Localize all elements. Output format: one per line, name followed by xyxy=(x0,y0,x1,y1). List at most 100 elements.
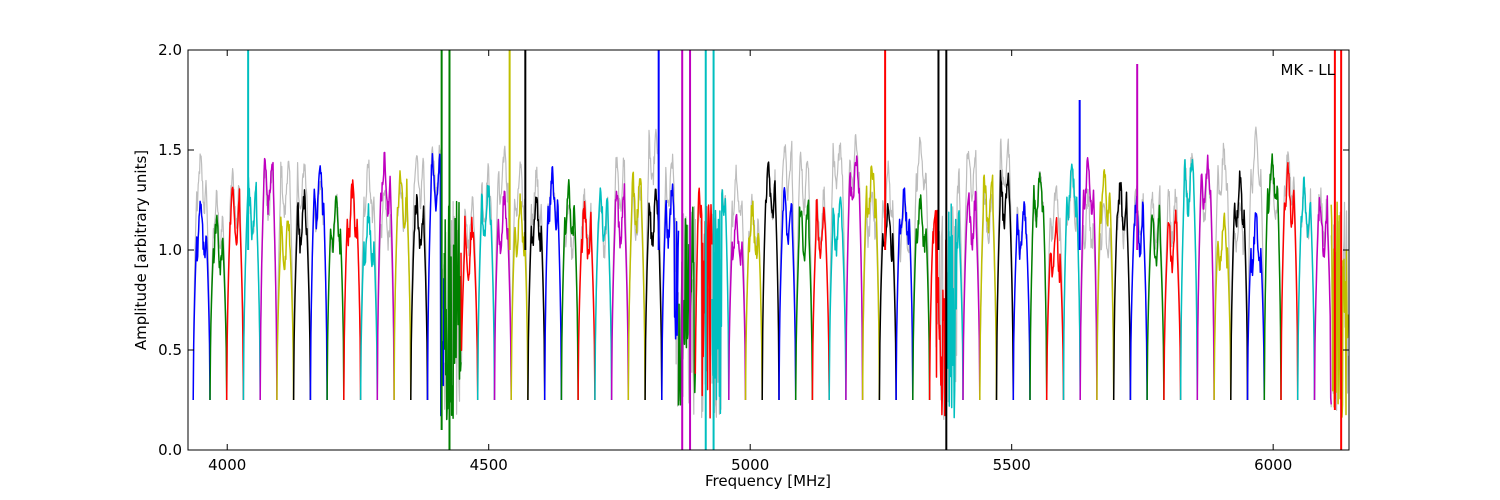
band-trace xyxy=(945,203,964,419)
band-trace xyxy=(1012,201,1031,401)
band-trace xyxy=(343,179,362,401)
background-band-trace xyxy=(276,160,295,401)
band-trace xyxy=(1230,170,1249,401)
band-trace xyxy=(895,187,914,401)
band-trace xyxy=(627,171,646,401)
band-trace xyxy=(292,189,312,401)
band-trace xyxy=(610,183,630,401)
band-trace xyxy=(1296,176,1316,401)
band-trace xyxy=(560,179,579,401)
y-tick-label: 0.5 xyxy=(158,341,182,359)
y-tick-label: 0.0 xyxy=(158,441,182,459)
background-band-trace xyxy=(778,140,797,401)
band-trace xyxy=(225,186,245,401)
band-trace xyxy=(493,190,512,401)
band-trace xyxy=(794,199,814,401)
x-tick-label: 5500 xyxy=(993,456,1031,474)
band-trace xyxy=(209,214,228,401)
band-trace xyxy=(979,174,998,401)
band-trace xyxy=(1280,162,1299,401)
y-tick-label: 2.0 xyxy=(158,41,182,59)
band-trace xyxy=(376,151,395,401)
background-band-trace xyxy=(293,162,311,401)
band-trace xyxy=(476,184,496,401)
band-trace xyxy=(1096,169,1115,401)
band-trace xyxy=(577,200,596,401)
band-trace xyxy=(912,194,931,401)
x-tick-label: 4500 xyxy=(470,456,508,474)
band-trace xyxy=(410,193,429,401)
x-tick-label: 4000 xyxy=(208,456,246,474)
background-band-trace xyxy=(728,164,747,401)
band-trace xyxy=(761,161,780,401)
background-band-trace xyxy=(410,155,429,401)
band-trace xyxy=(1029,172,1048,401)
band-trace xyxy=(359,203,379,401)
band-trace xyxy=(861,165,881,401)
band-trace xyxy=(1263,153,1282,401)
band-trace xyxy=(192,200,211,401)
annotation-label: MK - LL xyxy=(1281,61,1336,79)
ticks-layer: 4000 4500 5000 5500 6000 0.0 0.5 1.0 1.5 2.0 xyxy=(158,41,1349,474)
band-trace xyxy=(828,196,847,401)
band-trace xyxy=(259,157,278,401)
background-band-trace xyxy=(1246,126,1265,401)
band-trace xyxy=(1213,212,1232,401)
x-axis-label: Frequency [MHz] xyxy=(705,472,831,490)
band-trace xyxy=(845,155,864,401)
background-band-trace xyxy=(360,159,378,401)
background-band-trace xyxy=(1213,142,1232,401)
background-band-trace xyxy=(493,145,512,401)
band-trace xyxy=(1045,216,1065,401)
band-trace xyxy=(1129,195,1148,401)
band-trace xyxy=(1112,181,1132,401)
background-band-trace xyxy=(1096,203,1115,401)
band-trace xyxy=(694,187,713,419)
band-trace xyxy=(928,209,948,417)
band-trace xyxy=(1246,212,1266,401)
band-trace xyxy=(1146,204,1165,401)
band-trace xyxy=(309,165,328,401)
band-trace xyxy=(1196,154,1215,401)
band-trace xyxy=(728,213,747,401)
plot-area xyxy=(188,50,1349,450)
background-band-trace xyxy=(962,149,981,401)
band-trace xyxy=(326,195,345,401)
band-trace xyxy=(778,187,797,401)
band-trace xyxy=(811,198,830,401)
y-axis-label: Amplitude [arbitrary units] xyxy=(132,150,150,350)
band-trace xyxy=(711,189,730,415)
band-trace xyxy=(878,203,897,401)
band-trace xyxy=(443,200,462,421)
background-band-trace xyxy=(192,153,211,401)
band-trace xyxy=(1079,157,1098,401)
band-trace xyxy=(1062,163,1081,401)
band-trace xyxy=(594,187,613,401)
band-trace xyxy=(995,169,1015,401)
band-trace xyxy=(962,190,981,401)
band-trace xyxy=(527,196,546,401)
series-layer xyxy=(192,50,1349,450)
background-band-trace xyxy=(1046,185,1065,401)
band-trace xyxy=(1313,195,1332,405)
band-trace xyxy=(242,176,261,401)
band-trace xyxy=(276,216,295,401)
band-trace xyxy=(543,166,563,401)
x-tick-label: 6000 xyxy=(1254,456,1292,474)
x-tick-label: 5000 xyxy=(731,456,769,474)
background-band-trace xyxy=(878,160,897,401)
band-trace xyxy=(460,215,479,401)
y-tick-label: 1.5 xyxy=(158,141,182,159)
band-trace xyxy=(744,200,763,401)
y-tick-label: 1.0 xyxy=(158,241,182,259)
band-trace xyxy=(661,183,680,401)
background-band-trace xyxy=(828,142,847,401)
band-trace xyxy=(1179,158,1199,401)
band-trace xyxy=(510,193,529,401)
band-trace xyxy=(1163,209,1182,401)
background-band-trace xyxy=(995,138,1014,401)
band-trace xyxy=(393,170,412,401)
background-band-trace xyxy=(795,151,813,401)
background-band-trace xyxy=(912,136,931,401)
